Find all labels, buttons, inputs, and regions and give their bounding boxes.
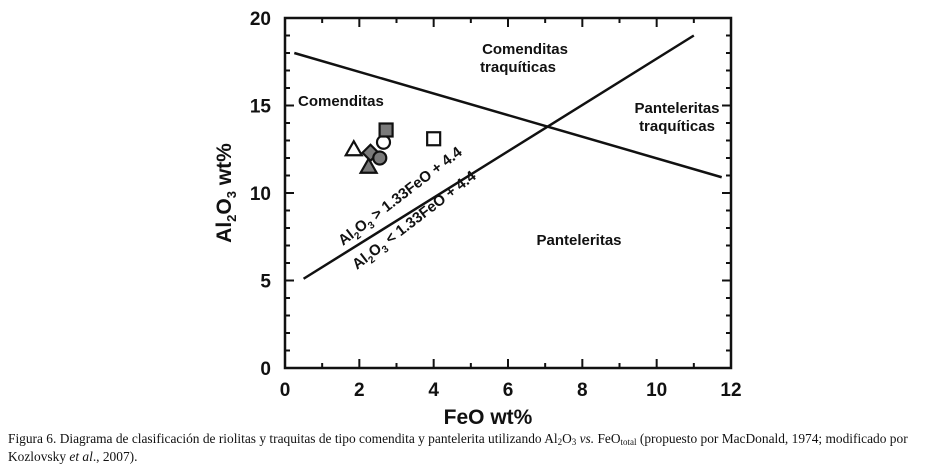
x-tick-label: 6	[503, 380, 514, 401]
y-tick-label: 15	[250, 97, 272, 118]
axis-ticks	[284, 17, 732, 369]
triangle-marker	[358, 156, 379, 174]
figure-caption: Figura 6. Diagrama de clasificación de r…	[8, 431, 908, 464]
square-marker	[378, 122, 394, 138]
data-points	[343, 122, 442, 174]
circle-marker	[375, 134, 392, 150]
x-axis-label: FeO wt%	[444, 406, 533, 429]
region-label-comenditas-traquiticas-1: Comenditas	[482, 41, 568, 58]
region-label-panteleritas: Panteleritas	[536, 232, 621, 249]
trachyte-divider-line	[293, 51, 723, 179]
y-axis-label: Al2O3 wt%	[213, 143, 239, 243]
x-tick-label: 12	[720, 380, 741, 401]
tick-labels: 0 2 4 6 8 10 12 0 5 10 15 20	[250, 9, 742, 401]
divider-lines	[293, 34, 723, 280]
y-tick-label: 20	[250, 9, 271, 30]
y-tick-label: 5	[260, 272, 271, 293]
x-tick-label: 8	[577, 380, 588, 401]
triangle-marker	[343, 139, 364, 157]
square-marker	[426, 131, 442, 147]
x-tick-label: 0	[280, 380, 291, 401]
x-tick-label: 4	[428, 380, 439, 401]
region-label-panteleritas-traquiticas-2: traquíticas	[639, 118, 715, 135]
region-label-comenditas-traquiticas-2: traquíticas	[480, 59, 556, 76]
region-label-comenditas: Comenditas	[298, 93, 384, 110]
x-tick-label: 2	[354, 380, 365, 401]
circle-marker	[372, 150, 388, 166]
region-label-panteleritas-traquiticas-1: Panteleritas	[634, 100, 719, 117]
comendite-pantellerite-divider-line	[302, 34, 695, 280]
x-tick-label: 10	[646, 380, 667, 401]
y-tick-label: 0	[260, 359, 271, 380]
y-tick-label: 10	[250, 184, 271, 205]
